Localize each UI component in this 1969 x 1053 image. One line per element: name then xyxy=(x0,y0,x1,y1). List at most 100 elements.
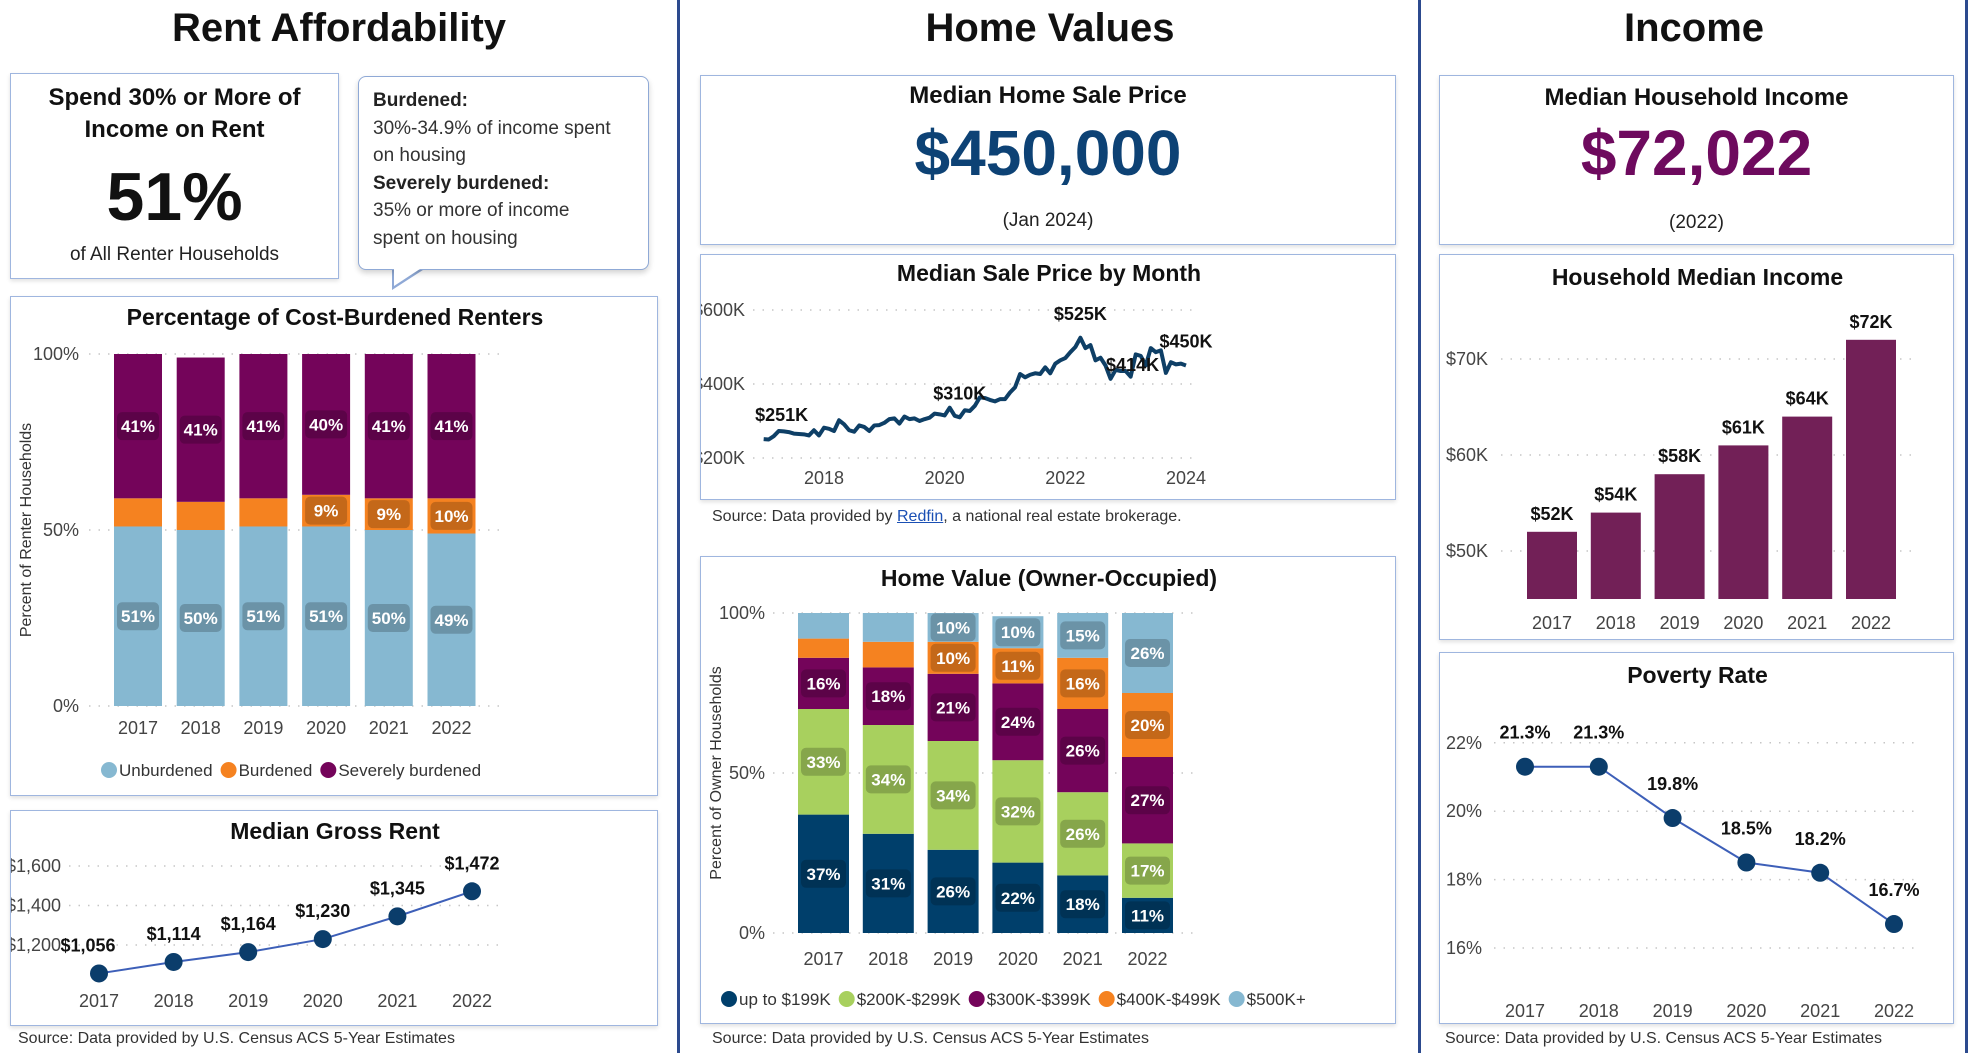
bar-segment xyxy=(992,683,1044,761)
median-sale-price-svg: Median Sale Price by Month $200K $400K $600… xyxy=(701,260,1213,488)
data-label-background xyxy=(930,877,976,906)
data-label: $251K xyxy=(755,405,808,425)
x-tick-label: 2018 xyxy=(804,468,844,488)
bar xyxy=(1718,445,1769,599)
bar-segment xyxy=(927,673,979,741)
data-label-background xyxy=(995,618,1041,647)
bar-segment xyxy=(1057,792,1109,876)
column-divider xyxy=(1418,0,1421,1053)
data-label: 40% xyxy=(309,415,343,434)
data-label: 21% xyxy=(936,698,970,717)
data-label: 21.3% xyxy=(1573,723,1624,743)
data-label-background xyxy=(1125,711,1170,739)
bar-segment xyxy=(239,354,288,499)
median-gross-rent-svg: Median Gross Rent $1,200 $1,400 $1,600 $1,05… xyxy=(11,818,501,1011)
bar-segment xyxy=(798,613,849,639)
data-label-background xyxy=(367,500,410,529)
chart-title: Percentage of Cost-Burdened Renters xyxy=(127,304,544,330)
legend-marker xyxy=(101,762,117,778)
data-label: 37% xyxy=(806,865,840,884)
legend-label: Burdened xyxy=(239,761,313,780)
data-label-background xyxy=(117,412,159,441)
y-tick-label: $400K xyxy=(701,374,745,394)
data-point xyxy=(90,964,108,983)
severely-burdened-label: Severely burdened: xyxy=(373,172,550,194)
data-label: 33% xyxy=(806,753,840,772)
x-tick-label: 2020 xyxy=(1726,1001,1766,1021)
column-divider xyxy=(1965,0,1968,1053)
legend-marker xyxy=(220,762,237,778)
bar-segment xyxy=(992,616,1044,649)
source-note: Source: Data provided by U.S. Census ACS… xyxy=(712,1030,1149,1047)
source-text: , a national real estate brokerage. xyxy=(943,508,1182,525)
data-label-background xyxy=(930,781,976,810)
bar-segment xyxy=(1057,613,1109,658)
severely-burdened-definition: spent on housing xyxy=(373,227,518,249)
section-title-home-values: Home Values xyxy=(925,6,1175,50)
data-label-background xyxy=(305,602,348,631)
data-label-background xyxy=(865,682,911,711)
data-label-background xyxy=(1125,786,1170,815)
data-label: 17% xyxy=(1130,862,1164,881)
x-tick-label: 2021 xyxy=(377,991,417,1011)
y-tick-label: 0% xyxy=(53,696,79,716)
data-label: 10% xyxy=(936,649,970,668)
bar-segment xyxy=(862,833,914,933)
x-tick-label: 2018 xyxy=(1596,613,1636,633)
bar-segment xyxy=(114,354,162,499)
bar xyxy=(1782,416,1833,599)
data-label: 19.8% xyxy=(1647,774,1698,794)
x-tick-label: 2019 xyxy=(1660,613,1700,633)
data-point xyxy=(1663,809,1682,828)
bar-segment xyxy=(176,501,225,530)
severely-burdened-definition: 35% or more of income xyxy=(373,200,570,221)
burdened-definition: on housing xyxy=(373,145,466,166)
data-label-background xyxy=(1125,639,1170,667)
bar-segment xyxy=(927,613,979,642)
source-text: Source: Data provided by xyxy=(712,508,897,525)
bar-segment xyxy=(1122,613,1173,693)
legend-label: Severely burdened xyxy=(338,761,481,780)
bar-segment xyxy=(1057,657,1109,709)
data-label: 51% xyxy=(246,607,280,626)
y-tick-label: 20% xyxy=(1446,801,1482,821)
data-point xyxy=(1589,757,1608,776)
home-value-chart: Home Value (Owner-Occupied) 0% 50% 100% 37% 3… xyxy=(700,556,1396,1024)
data-point xyxy=(313,930,332,949)
x-tick-label: 2021 xyxy=(1063,949,1103,969)
legend-label: $200K-$299K xyxy=(857,990,962,1009)
y-tick-label: 18% xyxy=(1446,870,1482,890)
legend-marker xyxy=(968,991,985,1007)
bar-segment xyxy=(992,862,1044,933)
data-label-background xyxy=(430,412,473,441)
cost-burdened-renters-svg: Percentage of Cost-Burdened Renters 0% 50%… xyxy=(18,304,544,780)
data-label-background xyxy=(995,883,1041,912)
x-tick-label: 2022 xyxy=(1045,468,1085,488)
data-point xyxy=(1811,863,1830,882)
bar-segment xyxy=(862,641,914,668)
y-tick-label: $1,400 xyxy=(11,896,61,916)
data-label-background xyxy=(1060,669,1106,698)
data-point xyxy=(388,907,407,926)
x-tick-label: 2022 xyxy=(1874,1001,1914,1021)
data-label: $1,056 xyxy=(60,935,115,955)
y-tick-label: 16% xyxy=(1446,938,1482,958)
data-label: $72K xyxy=(1849,312,1892,332)
data-label: 26% xyxy=(1066,742,1100,761)
x-tick-label: 2021 xyxy=(1787,613,1827,633)
data-label-background xyxy=(1125,856,1170,885)
kpi-period: (2022) xyxy=(1669,212,1724,233)
redfin-link[interactable]: Redfin xyxy=(897,508,944,525)
kpi-value: $450,000 xyxy=(914,117,1182,189)
y-tick-label: $50K xyxy=(1446,541,1488,561)
data-label-background xyxy=(930,613,976,642)
x-tick-label: 2022 xyxy=(452,991,492,1011)
data-label: 51% xyxy=(121,607,155,626)
x-tick-label: 2018 xyxy=(154,991,194,1011)
cost-burdened-renters-chart: Percentage of Cost-Burdened Renters 0% 50%… xyxy=(10,296,658,796)
y-tick-label: $60K xyxy=(1446,445,1488,465)
data-label: $54K xyxy=(1594,485,1637,505)
bar xyxy=(1654,474,1705,599)
bar-segment xyxy=(927,741,979,850)
bar-segment xyxy=(302,494,351,527)
